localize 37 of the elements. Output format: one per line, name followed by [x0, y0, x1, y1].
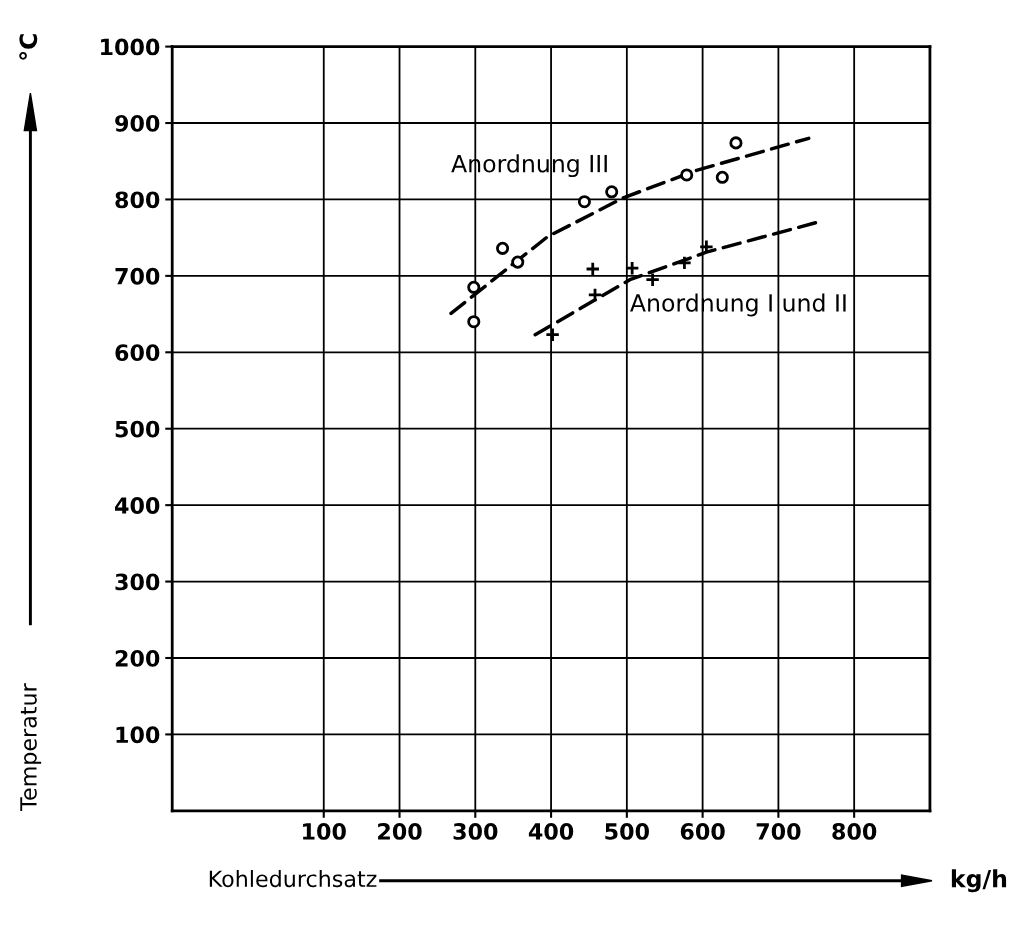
x-tick-label: 400 — [528, 823, 574, 840]
point — [587, 287, 603, 303]
point — [624, 260, 640, 276]
point — [496, 241, 510, 255]
y-tick-label: 500 — [115, 420, 160, 438]
x-tick-label: 300 — [453, 823, 498, 840]
x-tick-label: 800 — [832, 823, 877, 840]
point — [544, 327, 561, 343]
point — [729, 136, 743, 150]
y-tick-label: 700 — [115, 267, 160, 285]
point — [577, 195, 591, 209]
point — [585, 261, 601, 277]
y-tick-label: 300 — [115, 573, 160, 591]
y-tick-label: 400 — [115, 497, 160, 514]
point — [715, 170, 729, 184]
x-tick-label: 100 — [303, 823, 346, 840]
x-tick-label: 700 — [756, 823, 801, 840]
x-tick-label: 600 — [680, 823, 725, 840]
y-tick-label: 800 — [115, 191, 160, 209]
x-axis-title: Kohledurchsatz — [209, 869, 377, 888]
point — [645, 272, 661, 288]
x-tick-label: 200 — [378, 823, 422, 840]
point — [511, 255, 525, 269]
y-tick-label: 100 — [116, 726, 160, 744]
y-tick-label: 1000 — [101, 38, 160, 56]
point — [467, 280, 481, 294]
x-tick-label: 500 — [605, 823, 649, 840]
text: °C — [19, 34, 38, 60]
y-tick-label: 600 — [115, 344, 160, 362]
point — [680, 168, 694, 182]
point — [467, 315, 481, 329]
text: kg/h — [951, 869, 1007, 893]
point — [676, 255, 693, 271]
y-tick-label: 900 — [115, 114, 160, 132]
y-tick-label: 200 — [115, 649, 160, 667]
point — [605, 185, 619, 199]
y-axis-title: Temperatur — [20, 683, 42, 811]
